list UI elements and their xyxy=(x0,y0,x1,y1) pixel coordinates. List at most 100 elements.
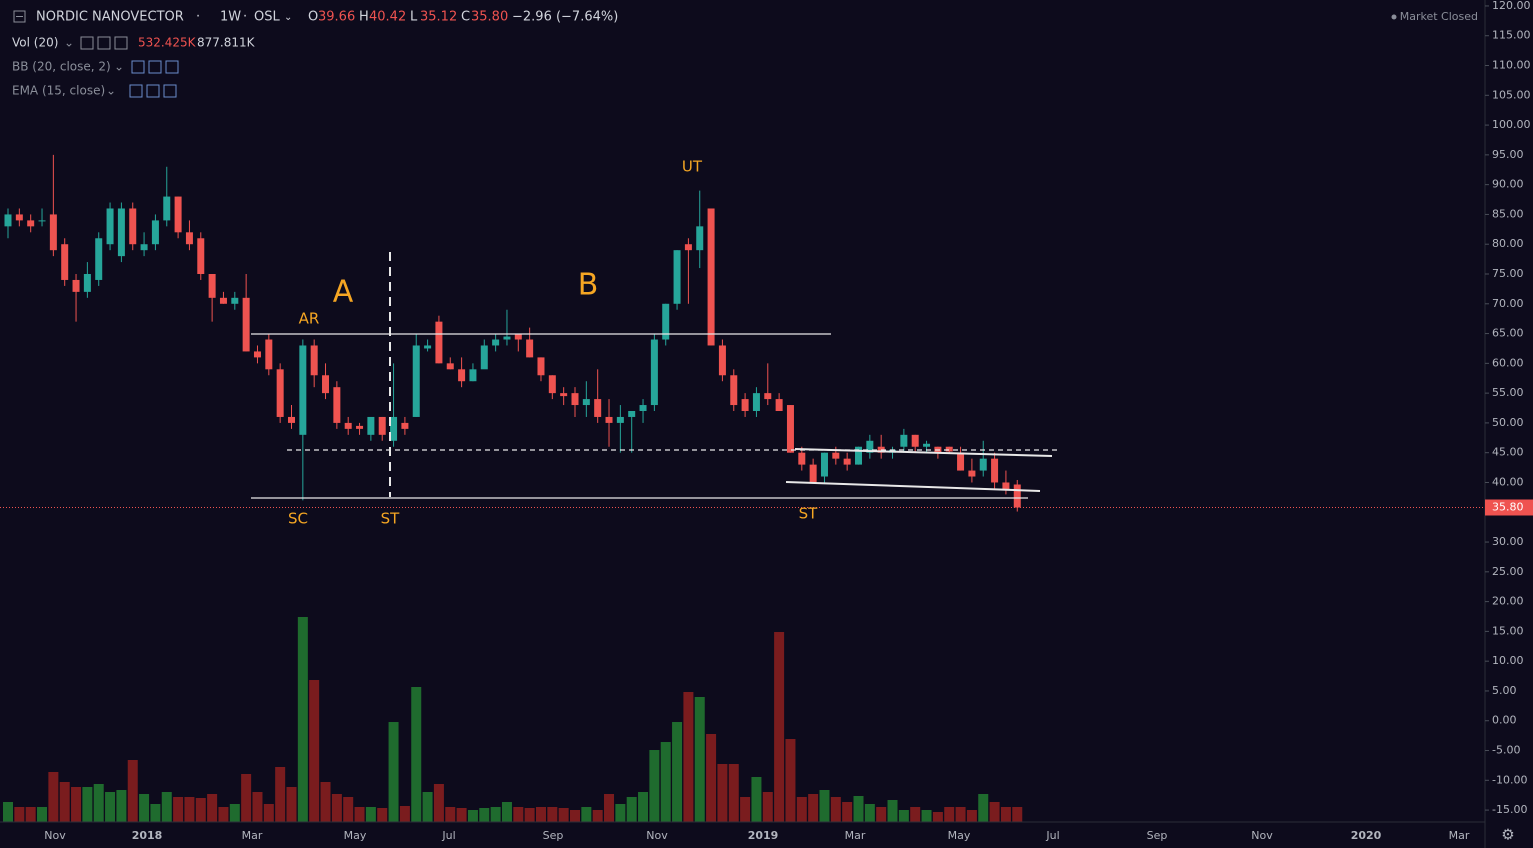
candle-body xyxy=(571,393,579,406)
volume-bar xyxy=(672,722,683,822)
ohlc-key: C xyxy=(461,10,470,25)
indicator-icon[interactable] xyxy=(146,84,160,98)
indicator-icon[interactable] xyxy=(114,36,128,50)
indicator-menu[interactable]: ⌄ xyxy=(64,36,74,50)
volume-bar xyxy=(604,794,615,822)
x-tick-label: Mar xyxy=(845,829,866,842)
candle-body xyxy=(163,196,171,221)
candle-body xyxy=(356,425,364,429)
interval: 1W xyxy=(220,10,241,25)
volume-bar xyxy=(740,796,751,822)
indicator-icon[interactable] xyxy=(131,60,145,74)
price-axis: -15.00 -10.00 -5.00 0.00 5.00 10.00 15.00 20.00… xyxy=(1485,0,1533,816)
volume-bar xyxy=(558,808,569,822)
candle-body xyxy=(185,232,193,245)
legend: NORDIC NANOVECTOR · 1W · OSL ⌄ O 39.66 H 40… xyxy=(12,10,1515,844)
y-tick-label: 20.00 xyxy=(1492,595,1524,608)
volume-bar xyxy=(842,802,853,822)
candle-body xyxy=(991,458,999,483)
candle-body xyxy=(560,393,568,397)
x-tick-label: Jul xyxy=(441,829,455,842)
symbol-menu[interactable]: ⌄ xyxy=(284,12,292,23)
indicator-icon[interactable] xyxy=(163,84,177,98)
volume-bar xyxy=(898,810,909,822)
volume-bar xyxy=(966,810,977,822)
y-tick-label: 50.00 xyxy=(1492,416,1524,429)
volume-bar xyxy=(218,806,229,822)
indicator-menu[interactable]: ⌄ xyxy=(114,60,124,74)
volume-bar xyxy=(229,804,240,822)
indicator-icon[interactable] xyxy=(97,36,111,50)
time-axis: Nov 2018 Mar May Jul Sep Nov 2019 Mar May Jul Sep No… xyxy=(44,829,1470,842)
indicator-icon[interactable] xyxy=(80,36,94,50)
volume-bar xyxy=(195,798,206,822)
volume-bar xyxy=(626,796,637,822)
x-tick-label: Mar xyxy=(242,829,263,842)
candle-body xyxy=(855,446,862,465)
indicator-menu[interactable]: ⌄ xyxy=(106,84,116,98)
y-tick-label: 95.00 xyxy=(1492,148,1524,161)
volume-bar xyxy=(683,692,694,822)
candle-body xyxy=(548,375,556,394)
volume-bar xyxy=(3,802,13,822)
volume-bar xyxy=(808,794,819,822)
volume-bar xyxy=(876,806,887,822)
volume-bar xyxy=(433,784,444,822)
candle-body xyxy=(140,244,148,251)
indicator-icons: ⌄ ⌄ ⌄ xyxy=(64,36,179,98)
candle-body xyxy=(537,357,545,376)
indicator-icon[interactable] xyxy=(129,84,143,98)
candle-body xyxy=(208,274,216,298)
candle-body xyxy=(390,416,398,441)
candle-body xyxy=(843,458,851,465)
volume-bar xyxy=(71,786,82,822)
volume-bar xyxy=(388,722,399,822)
candle-body xyxy=(197,238,205,274)
candle-body xyxy=(752,393,760,411)
y-tick-label: 115.00 xyxy=(1492,29,1531,42)
candle-body xyxy=(582,399,590,406)
candle-body xyxy=(650,339,658,406)
volume-bar xyxy=(365,806,376,822)
indicator-icon[interactable] xyxy=(165,60,179,74)
candle-body xyxy=(61,244,69,280)
volume-bar xyxy=(150,804,161,822)
annotation: AR xyxy=(299,310,320,328)
candle-body xyxy=(594,399,602,417)
candle-body xyxy=(832,452,840,459)
volume-bar xyxy=(309,680,320,822)
volume-bar xyxy=(989,802,1000,822)
candle-body xyxy=(242,297,250,352)
volume-bar xyxy=(263,804,274,822)
volume-bar xyxy=(796,796,807,822)
volume-bar xyxy=(978,794,989,822)
candle-body xyxy=(344,422,352,429)
indicator-name: EMA (15, close) xyxy=(12,84,105,98)
candle-body xyxy=(174,196,182,233)
separator-dot: · xyxy=(196,10,200,25)
y-tick-label: 5.00 xyxy=(1492,684,1517,697)
x-tick-label: May xyxy=(344,829,367,842)
y-tick-label: 85.00 xyxy=(1492,207,1524,220)
volume-bar xyxy=(864,804,875,822)
candle-body xyxy=(49,214,57,251)
candle-body xyxy=(401,422,409,429)
candle-body xyxy=(83,274,91,292)
candle-body xyxy=(253,351,261,358)
volume-bar xyxy=(830,796,841,822)
indicator-icon[interactable] xyxy=(148,60,162,74)
x-tick-label: Nov xyxy=(44,829,66,842)
volume-bar xyxy=(762,792,773,822)
volume-bar xyxy=(535,806,546,822)
candle-body xyxy=(809,464,817,483)
volume-bar xyxy=(297,617,308,822)
candle-body xyxy=(27,220,35,227)
settings-icon[interactable]: ⚙ xyxy=(1501,826,1514,844)
collapse-icon[interactable] xyxy=(13,10,26,23)
candle-body xyxy=(378,416,386,435)
indicator-name: Vol (20) xyxy=(12,36,58,50)
candle-body xyxy=(526,339,534,358)
candle-body xyxy=(775,399,783,411)
volume-bar xyxy=(660,742,671,822)
volume-bar xyxy=(513,806,524,822)
